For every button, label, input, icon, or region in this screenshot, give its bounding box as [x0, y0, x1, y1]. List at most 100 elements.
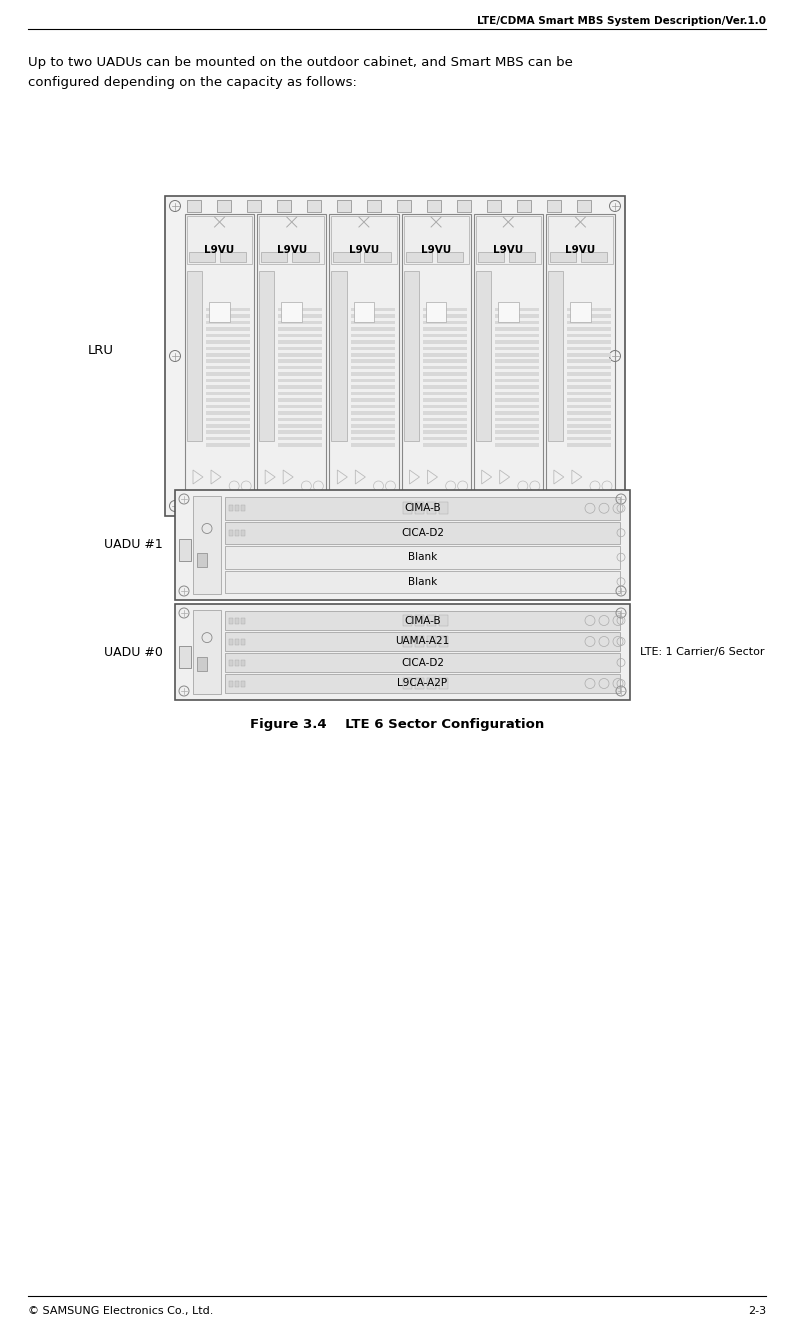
Bar [350, 327, 395, 331]
Bar [422, 373, 467, 375]
Bar [187, 200, 201, 212]
Bar [350, 391, 395, 395]
Bar [247, 502, 261, 510]
Bar [350, 430, 395, 434]
Bar [350, 418, 395, 421]
Bar [364, 253, 391, 262]
Bar [495, 444, 539, 446]
Bar [247, 200, 261, 212]
Bar [241, 530, 245, 536]
Bar [426, 636, 436, 647]
Text: LTE/CDMA Smart MBS System Description/Ver.1.0: LTE/CDMA Smart MBS System Description/Ve… [477, 16, 766, 25]
Bar [397, 200, 411, 212]
Bar [165, 196, 625, 516]
Bar [495, 379, 539, 382]
Bar [279, 353, 322, 357]
Bar [279, 411, 322, 414]
Bar [331, 271, 346, 441]
Bar [495, 437, 539, 441]
Bar [350, 405, 395, 409]
Bar [422, 437, 467, 441]
Bar [225, 611, 620, 631]
Bar [457, 200, 471, 212]
Bar [279, 424, 322, 428]
Bar [279, 444, 322, 446]
Bar [367, 502, 381, 510]
Bar [439, 636, 448, 647]
Bar [279, 391, 322, 395]
Bar [279, 398, 322, 402]
Bar [350, 346, 395, 350]
Bar [206, 353, 250, 357]
Bar [187, 271, 202, 441]
Bar [495, 398, 539, 402]
Bar [495, 366, 539, 370]
Bar [567, 321, 611, 325]
Bar [353, 302, 374, 322]
Bar [193, 611, 221, 693]
Bar [422, 398, 467, 402]
Bar [403, 216, 468, 265]
Bar [241, 617, 245, 624]
Bar [439, 679, 448, 689]
Bar [567, 314, 611, 318]
Bar [241, 639, 245, 644]
Bar [567, 398, 611, 402]
Bar [567, 391, 611, 395]
Bar [235, 660, 239, 665]
Bar [350, 444, 395, 446]
Bar [333, 253, 360, 262]
Bar [189, 253, 215, 262]
Bar [206, 424, 250, 428]
Bar [426, 502, 436, 514]
Bar [414, 616, 424, 625]
Text: LTE: 1 Carrier/6 Sector: LTE: 1 Carrier/6 Sector [640, 647, 765, 657]
Bar [414, 502, 424, 514]
Bar [487, 502, 501, 510]
Bar [567, 341, 611, 343]
Bar [426, 616, 436, 625]
Bar [259, 271, 275, 441]
Bar [422, 430, 467, 434]
Bar [350, 398, 395, 402]
Bar [229, 505, 233, 512]
Bar [495, 418, 539, 421]
Bar [422, 385, 467, 389]
Bar [495, 424, 539, 428]
Bar [206, 341, 250, 343]
Bar [548, 271, 563, 441]
Bar [402, 214, 471, 498]
Bar [570, 302, 591, 322]
Bar [367, 200, 381, 212]
Bar [279, 314, 322, 318]
Bar [235, 639, 239, 644]
Text: CIMA-B: CIMA-B [404, 616, 441, 625]
Bar [422, 424, 467, 428]
Bar [350, 411, 395, 414]
Text: configured depending on the capacity as follows:: configured depending on the capacity as … [28, 76, 357, 90]
Bar [229, 660, 233, 665]
Bar [476, 216, 541, 265]
Bar [235, 530, 239, 536]
Bar [350, 379, 395, 382]
Bar [495, 405, 539, 409]
Bar [406, 253, 432, 262]
Bar [495, 411, 539, 414]
Bar [567, 424, 611, 428]
Bar [427, 200, 441, 212]
Bar [567, 327, 611, 331]
Bar [495, 430, 539, 434]
Bar [257, 214, 326, 498]
Bar [225, 653, 620, 672]
Bar [292, 253, 318, 262]
Bar [279, 321, 322, 325]
Bar [495, 341, 539, 343]
Bar [495, 391, 539, 395]
Bar [422, 418, 467, 421]
Bar [567, 444, 611, 446]
Text: L9CA-A2P: L9CA-A2P [398, 679, 448, 688]
Bar [277, 200, 291, 212]
Bar [277, 502, 291, 510]
Bar [187, 502, 201, 510]
Bar [567, 359, 611, 363]
